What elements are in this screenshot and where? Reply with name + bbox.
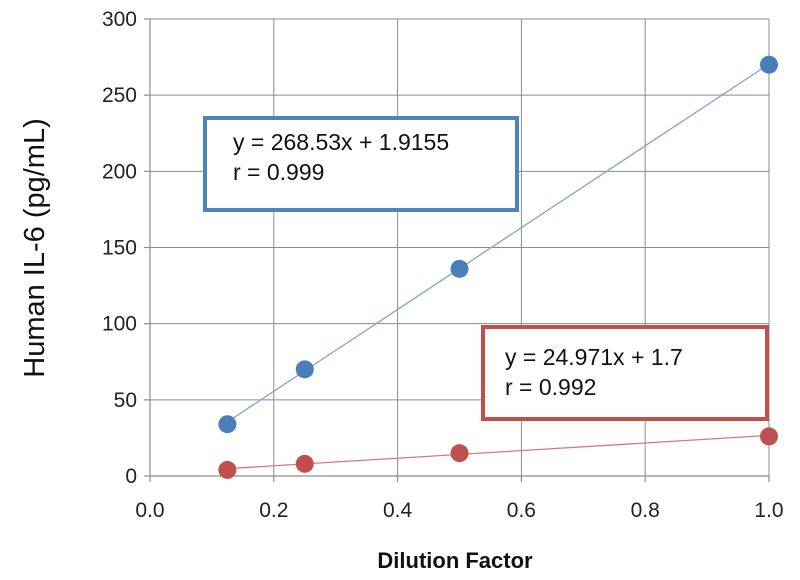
y-tick-label: 0 xyxy=(125,465,137,488)
y-tick-label: 100 xyxy=(102,313,137,336)
y-tick-label: 200 xyxy=(102,160,137,183)
y-tick-labels: 0 50 100 150 200 250 300 xyxy=(102,8,137,488)
y-axis-label: Human IL-6 (pg/mL) xyxy=(19,118,51,378)
equation-text: r = 0.992 xyxy=(505,374,596,400)
x-tick-label: 0.4 xyxy=(383,499,413,522)
x-tick-label: 0.6 xyxy=(507,499,536,522)
data-point xyxy=(760,55,778,74)
y-tick-label: 300 xyxy=(102,8,137,31)
data-point xyxy=(450,259,469,278)
equation-text: r = 0.999 xyxy=(233,159,324,185)
data-point xyxy=(760,427,778,446)
equation-text: y = 24.971x + 1.7 xyxy=(505,344,683,370)
data-points xyxy=(218,55,778,479)
x-tick-labels: 0.0 0.2 0.4 0.6 0.8 1.0 xyxy=(135,499,783,522)
x-tick-label: 0.0 xyxy=(135,499,164,522)
y-tick-label: 250 xyxy=(102,84,137,107)
data-point xyxy=(218,415,237,434)
trendline-0 xyxy=(227,63,770,423)
x-tick-label: 0.8 xyxy=(631,499,660,522)
y-tick-label: 150 xyxy=(102,237,137,260)
annotations: y = 268.53x + 1.9155 r = 0.999 y = 24.971x… xyxy=(203,116,769,421)
trendline-1 xyxy=(227,434,770,470)
data-point xyxy=(218,460,237,479)
axes xyxy=(149,19,769,477)
x-tick-label: 0.2 xyxy=(259,499,288,522)
trendlines xyxy=(227,63,770,470)
x-tick-label: 1.0 xyxy=(754,499,783,522)
data-point xyxy=(450,444,469,463)
data-point xyxy=(295,454,314,473)
equation-box xyxy=(481,325,769,421)
data-point xyxy=(295,360,314,379)
y-tick-label: 50 xyxy=(114,389,137,412)
equation-box xyxy=(203,116,519,212)
equation-text: y = 268.53x + 1.9155 xyxy=(233,129,449,155)
x-axis-label: Dilution Factor xyxy=(377,548,533,573)
